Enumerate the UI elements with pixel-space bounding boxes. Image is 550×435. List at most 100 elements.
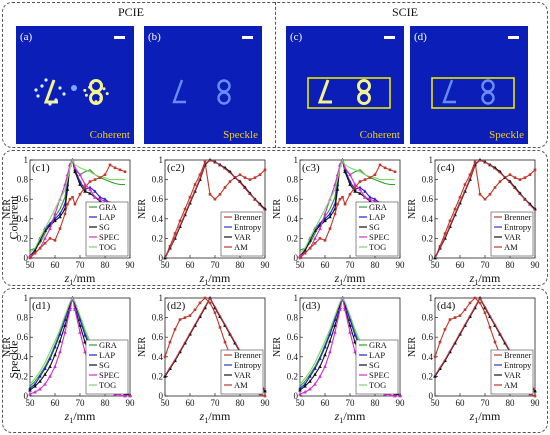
chart-d3: 50 60 70 80 9000.20.40.60.81z1/mmNER(d3)GRAL… bbox=[272, 293, 405, 425]
series-tog bbox=[29, 158, 125, 254]
y-axis-label: NER bbox=[272, 337, 283, 357]
y-tick-label: 0.6 bbox=[152, 332, 164, 342]
data-point bbox=[473, 160, 477, 164]
data-point bbox=[363, 178, 367, 181]
data-point bbox=[353, 186, 357, 189]
y-axis-label: NER bbox=[137, 337, 148, 357]
x-tick-label: 60 bbox=[321, 398, 331, 408]
legend-label: Entropy bbox=[504, 360, 532, 370]
legend-label: LAP bbox=[99, 350, 115, 360]
y-axis-label: NER bbox=[2, 337, 13, 357]
x-tick-label: 60 bbox=[456, 260, 466, 270]
data-point bbox=[43, 366, 47, 370]
x-axis-label: z1/mm bbox=[64, 409, 96, 425]
data-point bbox=[118, 168, 122, 172]
x-tick-label: 70 bbox=[481, 398, 491, 408]
legend-label: SPEC bbox=[99, 232, 120, 242]
data-point bbox=[313, 372, 317, 376]
legend-label: Brenner bbox=[234, 212, 262, 222]
x-axis-label-unit: /mm bbox=[343, 271, 366, 285]
data-point bbox=[63, 317, 67, 321]
data-point bbox=[433, 374, 437, 378]
legend-label: SPEC bbox=[369, 232, 390, 242]
y-tick-label: 0.4 bbox=[17, 214, 29, 224]
y-tick-label: 0.2 bbox=[422, 371, 433, 381]
legend-box bbox=[220, 211, 264, 257]
x-axis-label-sub: 1 bbox=[474, 416, 478, 425]
data-point bbox=[368, 195, 372, 199]
data-point bbox=[258, 173, 262, 176]
data-point bbox=[478, 301, 482, 305]
y-tick-label: 0.2 bbox=[17, 371, 28, 381]
x-axis-label: z1/mm bbox=[469, 271, 501, 287]
data-point bbox=[58, 227, 62, 230]
data-point bbox=[443, 232, 447, 235]
y-tick-label: 0 bbox=[24, 391, 29, 401]
data-point bbox=[313, 382, 317, 386]
x-tick-label: 80 bbox=[236, 398, 246, 408]
data-point bbox=[448, 318, 452, 321]
data-point bbox=[198, 301, 202, 305]
legend-label: Entropy bbox=[234, 360, 262, 370]
legend-label: AM bbox=[234, 242, 248, 252]
data-point bbox=[123, 170, 127, 174]
data-point bbox=[483, 311, 487, 314]
data-point bbox=[448, 219, 452, 223]
image-panel: (c) Coherent bbox=[286, 26, 404, 144]
data-point bbox=[213, 197, 217, 201]
x-tick-label: 80 bbox=[236, 260, 246, 270]
data-point bbox=[88, 187, 92, 191]
digit-glyph bbox=[43, 79, 58, 104]
data-point bbox=[328, 339, 332, 343]
x-tick-label: 60 bbox=[186, 260, 196, 270]
data-point bbox=[83, 333, 87, 337]
panel-tag: (d4) bbox=[437, 300, 456, 312]
data-point bbox=[53, 211, 57, 216]
legend-label: VAR bbox=[234, 370, 251, 380]
data-point bbox=[523, 176, 527, 179]
data-point bbox=[323, 239, 327, 242]
header-scie: SCIE bbox=[392, 5, 419, 19]
data-point bbox=[193, 308, 197, 312]
y-tick-label: 0.6 bbox=[152, 194, 164, 204]
data-point bbox=[188, 195, 192, 199]
digit-glyph bbox=[317, 79, 332, 104]
legend-label: TOG bbox=[99, 242, 116, 252]
legend-label: TOG bbox=[99, 380, 116, 390]
data-point bbox=[53, 218, 57, 223]
data-point bbox=[73, 169, 77, 174]
data-point bbox=[178, 219, 182, 223]
y-tick-label: 1 bbox=[429, 293, 434, 303]
data-point bbox=[328, 214, 332, 219]
data-point bbox=[78, 193, 82, 196]
data-point bbox=[338, 307, 342, 312]
data-point bbox=[198, 173, 202, 176]
data-point bbox=[58, 349, 62, 354]
x-axis-label: z1/mm bbox=[64, 271, 96, 287]
scale-bar bbox=[114, 36, 125, 39]
data-point bbox=[353, 333, 357, 337]
data-point bbox=[348, 317, 352, 321]
data-point bbox=[518, 178, 522, 181]
frame-speckle bbox=[2, 288, 548, 433]
x-axis-label-var: z bbox=[469, 409, 475, 423]
y-axis-label: NER bbox=[2, 199, 13, 219]
data-point bbox=[348, 193, 352, 196]
image-caption: Coherent bbox=[90, 129, 130, 141]
panel-tag: (a) bbox=[20, 31, 33, 43]
legend-label: GRA bbox=[99, 202, 118, 212]
data-point bbox=[43, 382, 47, 386]
data-point bbox=[53, 345, 57, 349]
y-tick-label: 0.8 bbox=[17, 175, 29, 185]
y-tick-label: 0.2 bbox=[287, 233, 298, 243]
data-point bbox=[528, 173, 532, 176]
legend-label: SG bbox=[99, 222, 110, 232]
legend-label: VAR bbox=[234, 232, 251, 242]
y-tick-label: 0.4 bbox=[422, 352, 434, 362]
data-point bbox=[368, 176, 372, 179]
x-axis-label-var: z bbox=[199, 271, 205, 285]
x-axis-label: z1/mm bbox=[199, 271, 231, 287]
